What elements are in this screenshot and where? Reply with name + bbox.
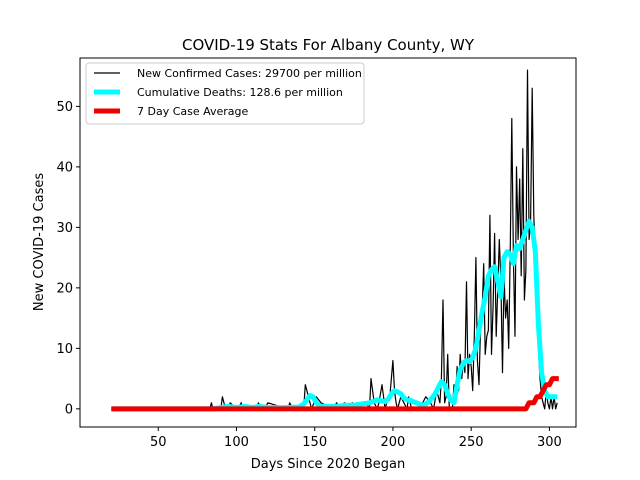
y-axis: 0 10 20 30 40 50 <box>56 100 80 417</box>
legend-box <box>85 62 365 125</box>
seven-day-average-line <box>111 376 559 412</box>
x-tick-label: 150 <box>302 435 327 450</box>
x-tick-label: 100 <box>224 435 249 450</box>
x-tick-label: 300 <box>537 435 562 450</box>
x-axis-label: Days Since 2020 Began <box>251 457 406 472</box>
plot-area <box>111 69 559 412</box>
y-tick-label: 40 <box>56 160 73 175</box>
legend: New Confirmed Cases: 29700 per million C… <box>85 62 365 125</box>
legend-label-new-cases: New Confirmed Cases: 29700 per million <box>137 67 362 80</box>
x-tick-label: 250 <box>459 435 484 450</box>
y-tick-label: 30 <box>56 221 73 236</box>
x-axis: 50 100 150 200 250 300 <box>150 427 562 450</box>
y-tick-label: 20 <box>56 281 73 296</box>
y-tick-label: 0 <box>65 402 73 417</box>
plot-frame <box>79 57 577 428</box>
x-tick-label: 50 <box>150 435 167 450</box>
y-axis-label: New COVID-19 Cases <box>32 173 47 311</box>
x-tick-label: 200 <box>381 435 406 450</box>
chart-title: COVID-19 Stats For Albany County, WY <box>182 36 475 54</box>
cumulative-deaths-line <box>111 218 558 412</box>
legend-label-7-day-average: 7 Day Case Average <box>137 105 249 118</box>
y-tick-label: 10 <box>56 342 73 357</box>
y-tick-label: 50 <box>56 100 73 115</box>
legend-label-deaths: Cumulative Deaths: 128.6 per million <box>137 86 343 99</box>
